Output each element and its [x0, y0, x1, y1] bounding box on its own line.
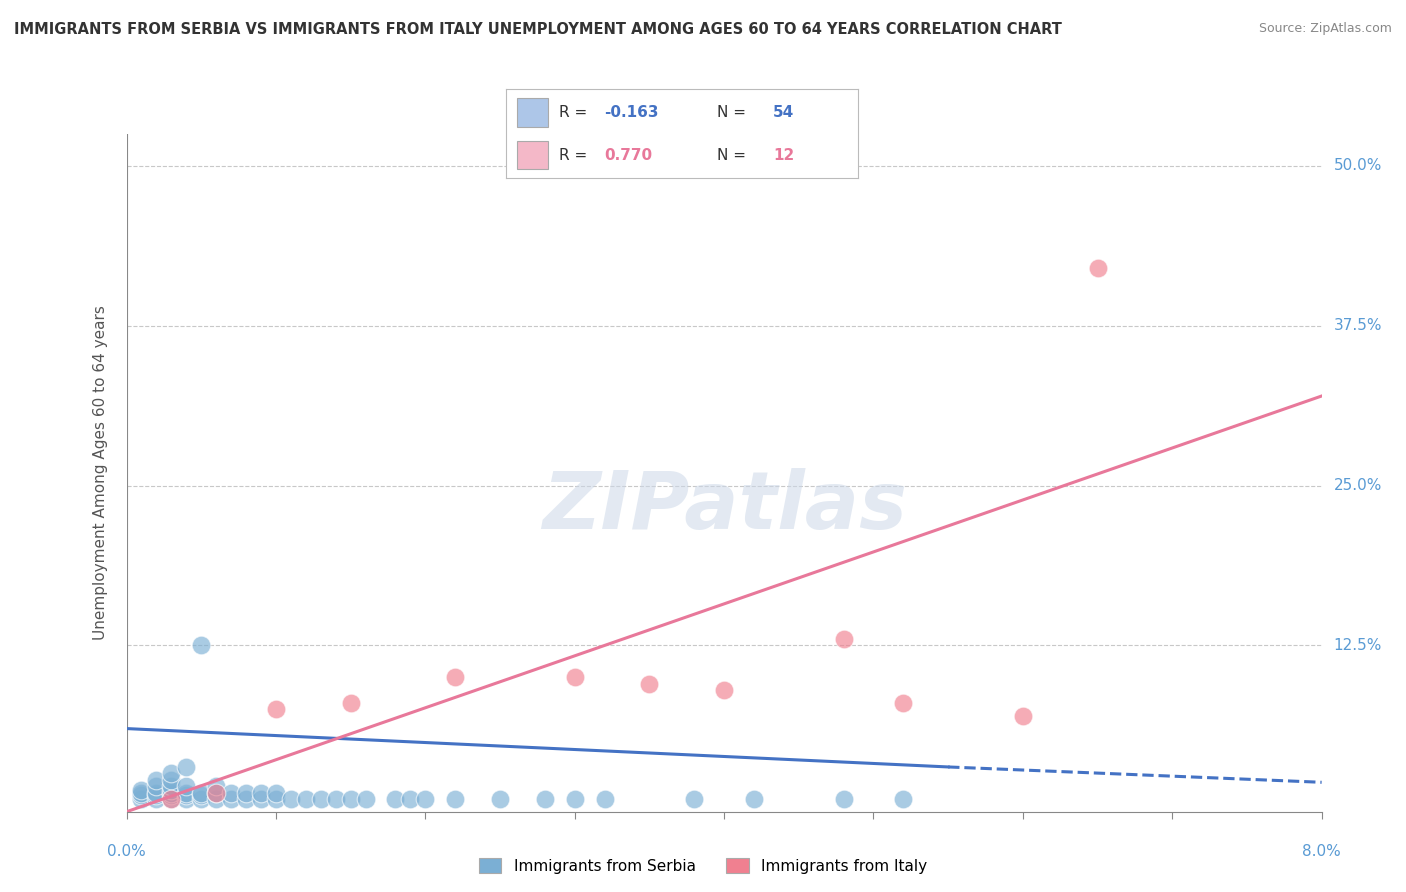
Point	[205, 779, 228, 793]
Text: R =: R =	[560, 105, 592, 120]
Point	[294, 792, 316, 806]
Point	[160, 785, 183, 799]
Text: -0.163: -0.163	[605, 105, 659, 120]
Point	[190, 792, 212, 806]
Point	[190, 639, 212, 653]
Point	[205, 785, 228, 799]
Point	[399, 792, 422, 806]
Text: 8.0%: 8.0%	[1302, 844, 1341, 859]
Text: N =: N =	[717, 105, 751, 120]
Point	[174, 760, 197, 774]
Point	[131, 792, 153, 806]
Text: 12: 12	[773, 148, 794, 162]
Point	[1087, 261, 1109, 276]
Point	[131, 783, 153, 797]
Point	[235, 792, 257, 806]
Point	[832, 792, 855, 806]
Point	[160, 788, 183, 802]
Point	[174, 792, 197, 806]
Point	[891, 792, 914, 806]
Legend: Immigrants from Serbia, Immigrants from Italy: Immigrants from Serbia, Immigrants from …	[472, 852, 934, 880]
Point	[309, 792, 332, 806]
Point	[250, 792, 273, 806]
Point	[564, 670, 586, 684]
Point	[444, 792, 467, 806]
Point	[145, 785, 167, 799]
Point	[280, 792, 302, 806]
Point	[250, 785, 273, 799]
FancyBboxPatch shape	[517, 141, 548, 169]
Point	[160, 792, 183, 806]
Point	[1011, 708, 1033, 723]
Text: Source: ZipAtlas.com: Source: ZipAtlas.com	[1258, 22, 1392, 36]
Point	[145, 779, 167, 793]
Point	[205, 792, 228, 806]
Point	[413, 792, 436, 806]
Point	[489, 792, 512, 806]
Point	[174, 788, 197, 802]
Text: 50.0%: 50.0%	[1333, 158, 1382, 173]
Text: 12.5%: 12.5%	[1333, 638, 1382, 653]
Point	[160, 772, 183, 787]
Point	[832, 632, 855, 646]
Y-axis label: Unemployment Among Ages 60 to 64 years: Unemployment Among Ages 60 to 64 years	[93, 305, 108, 640]
Point	[339, 696, 361, 710]
Text: 0.770: 0.770	[605, 148, 652, 162]
Point	[742, 792, 765, 806]
Point	[339, 792, 361, 806]
Text: 25.0%: 25.0%	[1333, 478, 1382, 493]
Point	[190, 788, 212, 802]
Point	[444, 670, 467, 684]
Point	[160, 766, 183, 780]
Point	[160, 779, 183, 793]
Text: ZIPatlas: ZIPatlas	[541, 467, 907, 546]
Point	[683, 792, 706, 806]
Point	[593, 792, 616, 806]
Point	[131, 788, 153, 802]
Text: R =: R =	[560, 148, 592, 162]
Point	[174, 785, 197, 799]
Point	[235, 785, 257, 799]
Point	[713, 683, 735, 698]
Point	[131, 785, 153, 799]
Point	[325, 792, 347, 806]
Point	[160, 783, 183, 797]
Point	[219, 785, 242, 799]
Point	[145, 788, 167, 802]
Point	[891, 696, 914, 710]
FancyBboxPatch shape	[517, 98, 548, 127]
Point	[205, 785, 228, 799]
Point	[533, 792, 555, 806]
Point	[219, 792, 242, 806]
Text: N =: N =	[717, 148, 751, 162]
Text: 54: 54	[773, 105, 794, 120]
Point	[264, 702, 287, 716]
Point	[564, 792, 586, 806]
Point	[638, 677, 661, 691]
Text: IMMIGRANTS FROM SERBIA VS IMMIGRANTS FROM ITALY UNEMPLOYMENT AMONG AGES 60 TO 64: IMMIGRANTS FROM SERBIA VS IMMIGRANTS FRO…	[14, 22, 1062, 37]
Text: 0.0%: 0.0%	[107, 844, 146, 859]
Point	[384, 792, 406, 806]
Point	[160, 792, 183, 806]
Point	[264, 785, 287, 799]
Point	[145, 792, 167, 806]
Point	[354, 792, 377, 806]
Point	[190, 785, 212, 799]
Point	[264, 792, 287, 806]
Point	[145, 772, 167, 787]
Text: 37.5%: 37.5%	[1333, 318, 1382, 334]
Point	[174, 779, 197, 793]
